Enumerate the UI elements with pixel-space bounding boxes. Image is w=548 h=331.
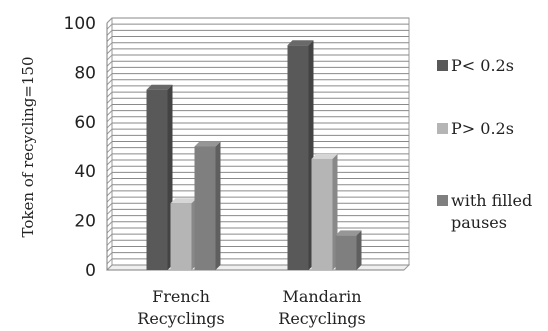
legend-swatch — [437, 123, 448, 134]
bar — [311, 153, 338, 270]
gridline-depth — [106, 184, 113, 191]
category-label: Mandarin Recyclings — [278, 287, 365, 328]
gridline-depth — [106, 128, 113, 135]
gridline-depth — [106, 246, 113, 252]
gridline-depth — [106, 209, 113, 215]
gridline-depth — [106, 233, 113, 240]
gridline-depth — [106, 178, 113, 184]
gridline-depth — [106, 258, 113, 265]
gridline-depth — [106, 239, 113, 246]
gridline-depth — [106, 36, 113, 42]
bar-side — [215, 141, 221, 270]
gridline-depth — [106, 54, 113, 61]
gridline-depth — [106, 67, 113, 73]
gridline-depth — [106, 110, 113, 116]
legend-label: with filled pauses — [451, 191, 532, 232]
y-tick-label: 100 — [64, 14, 96, 34]
legend-swatch — [437, 195, 448, 206]
gridline-depth — [106, 79, 113, 86]
y-axis-label: Token of recycling=150 — [19, 57, 37, 238]
gridline-depth — [106, 23, 113, 30]
gridline-depth — [106, 165, 113, 172]
bar-front — [146, 89, 168, 270]
gridline-depth — [106, 104, 113, 110]
bar-front — [287, 45, 309, 271]
category-labels: French Recyclings Mandarin Recyclings — [137, 287, 365, 328]
gridline-depth — [106, 202, 113, 209]
bar — [194, 141, 221, 270]
side-wall-edge — [106, 17, 113, 24]
gridline-depth — [106, 91, 113, 98]
gridline-depth — [106, 97, 113, 104]
gridline-depth — [106, 190, 113, 197]
y-tick-label: 40 — [74, 162, 96, 182]
bar-top — [335, 230, 362, 236]
bar-top — [170, 198, 197, 204]
legend: P< 0.2s P> 0.2s with filled pauses — [437, 56, 532, 232]
y-tick-label: 80 — [74, 63, 96, 83]
gridline-depth — [106, 147, 113, 154]
legend-label: P< 0.2s — [451, 56, 514, 75]
y-tick-labels: 0 20 40 60 80 100 — [64, 14, 96, 281]
gridline-depth — [106, 159, 113, 166]
legend-swatch — [437, 60, 448, 71]
bar-top — [146, 84, 173, 90]
gridline-depth — [106, 122, 113, 129]
gridline-depth — [106, 48, 113, 55]
gridline-depth — [106, 172, 113, 178]
legend-item: P> 0.2s — [437, 119, 514, 138]
category-label: French Recyclings — [137, 287, 224, 328]
gridline-depth — [106, 60, 113, 67]
bar-top — [287, 40, 314, 46]
y-tick-label: 60 — [74, 113, 96, 133]
bar — [335, 230, 362, 270]
bar-front — [170, 203, 192, 270]
bar-side — [356, 230, 362, 270]
gridline-depth — [106, 141, 113, 147]
bar-top — [194, 141, 221, 147]
gridline-depth — [106, 42, 113, 49]
legend-label: P> 0.2s — [451, 119, 514, 138]
gridline-depth — [106, 252, 113, 259]
gridline-depth — [106, 134, 113, 141]
bar-front — [194, 146, 216, 270]
gridline-depth — [106, 73, 113, 79]
bar — [287, 40, 314, 271]
y-tick-label: 0 — [85, 261, 96, 281]
gridline-depth — [106, 264, 113, 271]
bar-front — [311, 158, 333, 270]
bar — [170, 198, 197, 270]
gridline-depth — [106, 227, 113, 234]
bars — [146, 40, 362, 271]
gridline-depth — [106, 153, 113, 160]
y-tick-label: 20 — [74, 212, 96, 232]
gridline-depth — [106, 196, 113, 203]
gridline-depth — [106, 221, 113, 228]
gridline-depth — [106, 116, 113, 123]
legend-item: with filled pauses — [437, 191, 532, 232]
bar-top — [311, 153, 338, 159]
bar — [146, 84, 173, 270]
legend-item: P< 0.2s — [437, 56, 514, 75]
bar-front — [335, 235, 357, 270]
gridline-depth — [106, 85, 113, 92]
gridline-depth — [106, 215, 113, 221]
gridline-depth — [106, 29, 113, 36]
